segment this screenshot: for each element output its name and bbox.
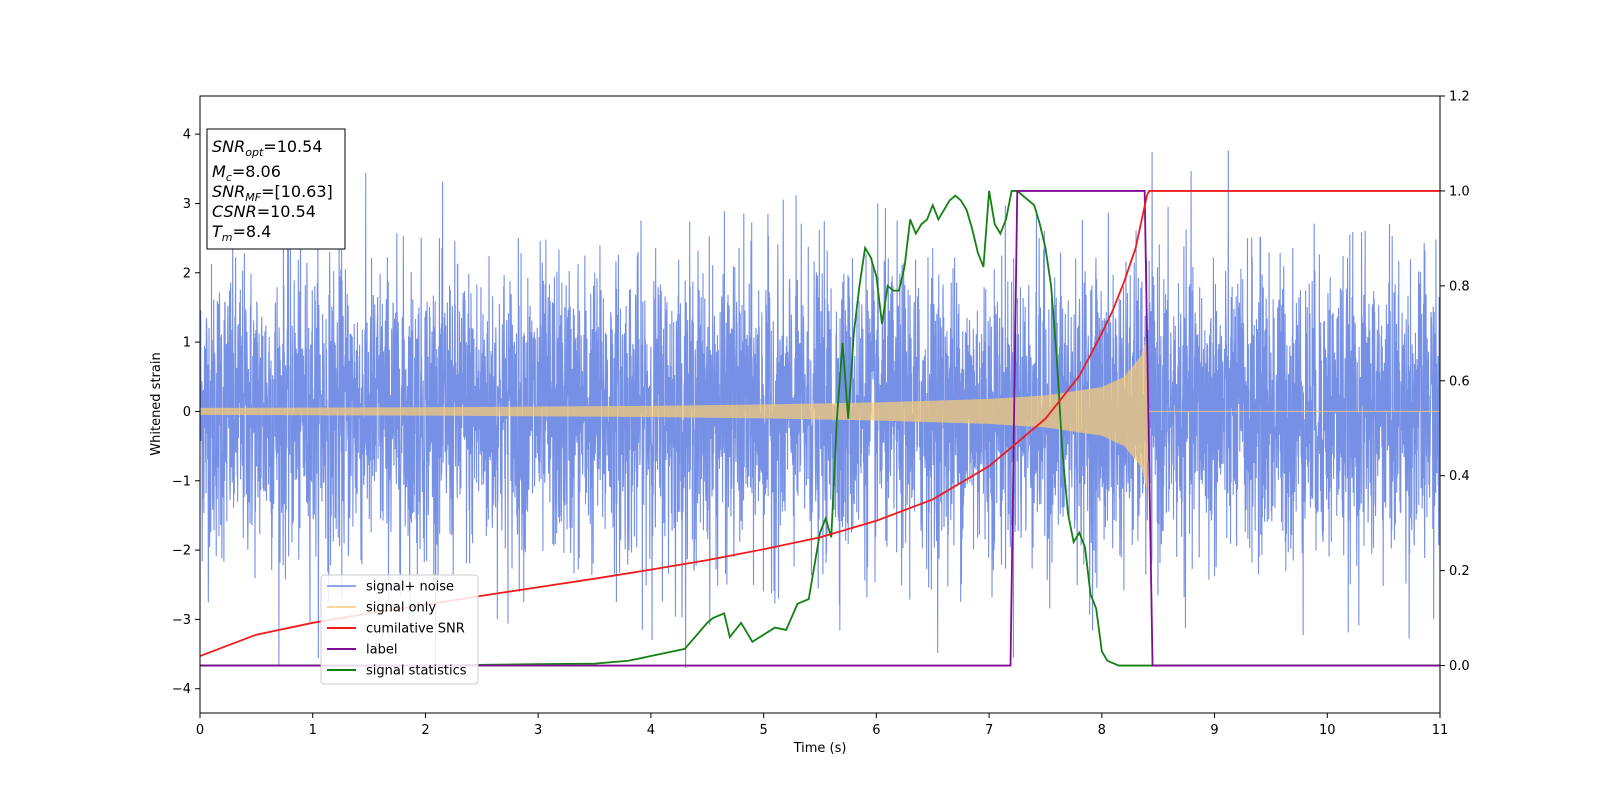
y-tick-label: 2	[183, 266, 191, 281]
x-tick-label: 1	[309, 723, 317, 738]
x-tick-label: 2	[421, 723, 429, 738]
y-axis-left: −4 −3 −2 −1 0 1 2 3 4	[172, 128, 200, 697]
legend-item-signal-statistics: signal statistics	[327, 664, 467, 679]
y2-tick-label: 0.4	[1449, 469, 1470, 484]
annotation-line: Tm=8.4	[212, 222, 271, 244]
annotation-line: SNRMF=[10.63]	[212, 182, 333, 204]
x-tick-label: 10	[1319, 723, 1336, 738]
annotation-line: SNRopt=10.54	[212, 137, 323, 159]
x-tick-label: 4	[647, 723, 655, 738]
y2-tick-label: 0.2	[1449, 564, 1470, 579]
y2-tick-label: 1.2	[1449, 90, 1470, 105]
legend-label: cumilative SNR	[366, 622, 465, 637]
y-tick-label: −2	[172, 544, 191, 559]
legend-label: signal+ noise	[366, 580, 454, 595]
plot-frame	[199, 95, 1441, 714]
legend-item-label: label	[327, 643, 397, 658]
series-signal-statistics-line	[200, 190, 1440, 667]
x-tick-label: 8	[1098, 723, 1106, 738]
annotation-frame	[206, 128, 346, 250]
y-tick-label: 4	[183, 128, 191, 143]
x-axis-label: Time (s)	[793, 741, 847, 756]
legend-label: label	[366, 643, 397, 658]
annotation-box: SNRopt=10.54 Mc=8.06SNRMF=[10.63]CSNR=10.…	[206, 128, 346, 250]
y-axis-right: 0.0 0.2 0.4 0.6 0.8 1.0 1.2	[1440, 90, 1470, 674]
y-tick-label: −4	[172, 682, 191, 697]
y-tick-label: 3	[183, 197, 191, 212]
y-axis-label: Whitened strain	[149, 352, 164, 455]
legend-label: signal only	[366, 601, 436, 616]
y2-tick-label: 0.8	[1449, 279, 1470, 294]
legend-item-signal-only: signal only	[327, 601, 436, 616]
legend-item-signal-noise: signal+ noise	[327, 580, 454, 595]
series-label-line	[200, 190, 1440, 667]
legend-label: signal statistics	[366, 664, 467, 679]
annotation-line: CSNR=10.54	[212, 202, 316, 221]
y-tick-label: −3	[172, 613, 191, 628]
x-tick-label: 11	[1432, 723, 1449, 738]
x-tick-label: 6	[872, 723, 880, 738]
annotation-line: Mc=8.06	[212, 162, 281, 184]
x-tick-label: 0	[196, 723, 204, 738]
series-signal-only-line	[199, 337, 1440, 487]
legend-frame	[320, 574, 479, 685]
x-tick-label: 3	[534, 723, 542, 738]
legend-item-cumilative-snr: cumilative SNR	[327, 622, 465, 637]
y-tick-label: 1	[183, 336, 191, 351]
x-tick-label: 5	[759, 723, 767, 738]
legend: signal+ noise signal only cumilative SNR la…	[320, 574, 479, 685]
y-tick-label: 0	[183, 405, 191, 420]
y2-tick-label: 1.0	[1449, 184, 1470, 199]
y2-tick-label: 0.6	[1449, 374, 1470, 389]
y2-tick-label: 0.0	[1449, 659, 1470, 674]
chirp-layer	[199, 337, 1440, 487]
x-tick-label: 9	[1210, 723, 1218, 738]
x-tick-label: 7	[985, 723, 993, 738]
x-axis: 0 1 2 3 4 5 6 7 8 9 10 11	[196, 713, 1448, 738]
y-tick-label: −1	[172, 474, 191, 489]
